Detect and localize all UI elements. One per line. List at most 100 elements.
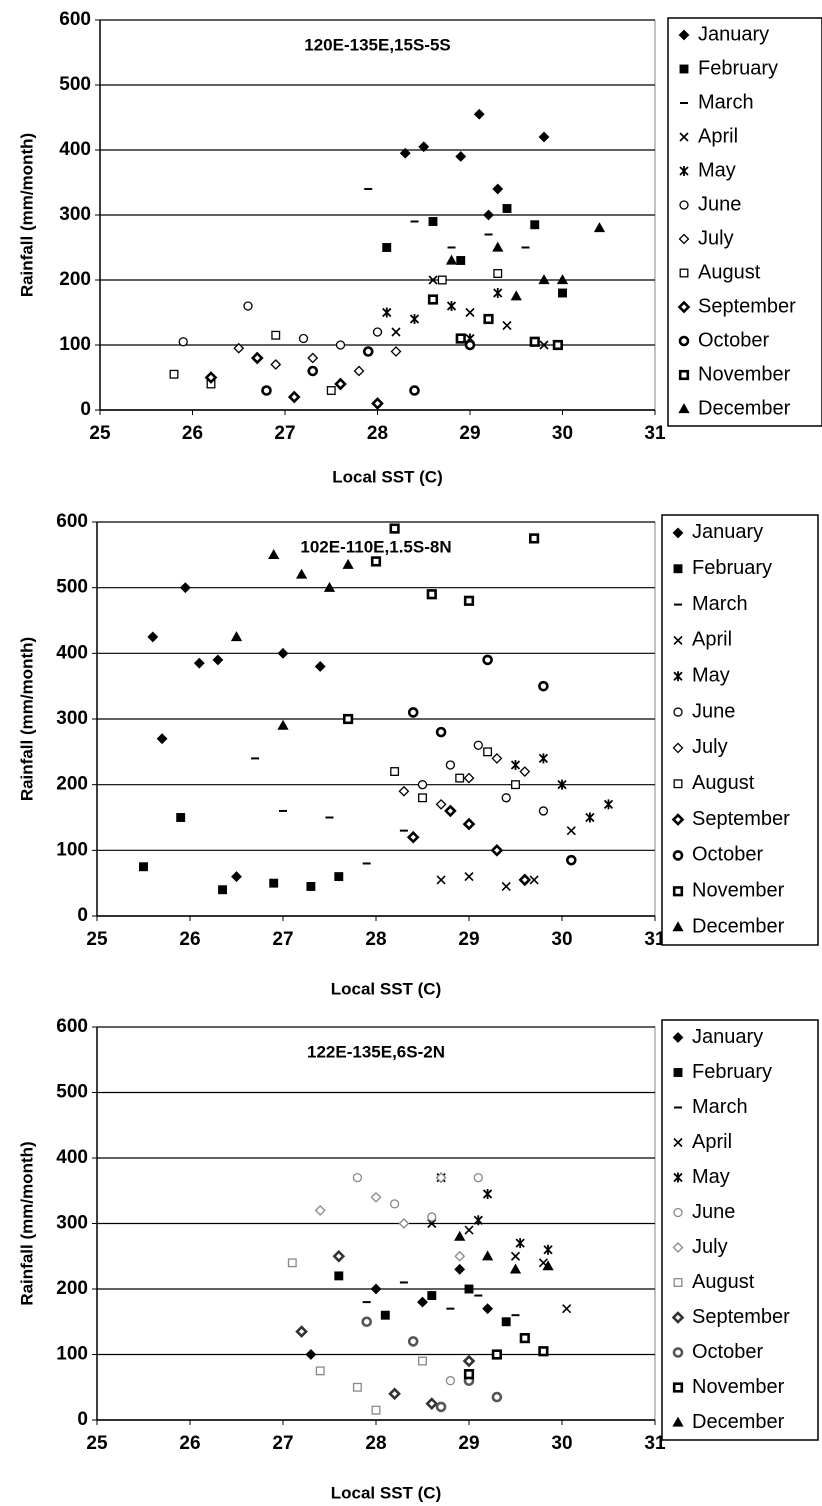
data-point xyxy=(370,1283,382,1295)
legend-marker xyxy=(672,1242,684,1253)
data-point xyxy=(391,327,401,337)
data-point xyxy=(390,346,402,357)
data-point xyxy=(483,209,494,221)
data-point xyxy=(593,222,606,233)
data-point xyxy=(552,339,563,351)
y-tick-label: 400 xyxy=(56,642,88,663)
y-tick-label: 100 xyxy=(56,839,88,860)
x-axis-label: Local SST (C) xyxy=(331,1483,442,1502)
data-point xyxy=(371,397,384,410)
y-tick-label: 300 xyxy=(56,1213,88,1234)
data-point xyxy=(538,753,549,764)
data-point xyxy=(445,254,458,265)
legend-marker xyxy=(678,369,690,381)
data-point xyxy=(380,1310,390,1320)
x-tick-label: 25 xyxy=(86,929,108,950)
data-point xyxy=(362,346,374,357)
data-point xyxy=(233,342,245,354)
data-point xyxy=(445,1376,456,1386)
x-tick-label: 31 xyxy=(644,1433,666,1454)
data-point xyxy=(176,813,186,822)
legend-marker xyxy=(673,1207,683,1218)
data-point xyxy=(409,314,420,324)
legend-box xyxy=(667,17,822,427)
data-point xyxy=(390,767,400,776)
data-point xyxy=(372,327,383,337)
data-point xyxy=(492,241,504,252)
data-point xyxy=(426,589,437,600)
y-tick-label: 500 xyxy=(56,1082,88,1103)
legend-label: September xyxy=(692,1306,790,1328)
data-point xyxy=(417,780,428,790)
data-point xyxy=(462,1354,476,1368)
data-point xyxy=(490,843,504,857)
data-point xyxy=(562,1304,572,1314)
legend-label: December xyxy=(692,1411,785,1433)
legend-label: May xyxy=(692,665,730,687)
legend-marker xyxy=(673,564,683,574)
data-point xyxy=(370,1191,382,1203)
chart-title: 122E-135E,6S-2N xyxy=(307,1042,445,1061)
legend-marker xyxy=(673,635,683,645)
legend-label: November xyxy=(698,363,791,385)
legend-label: September xyxy=(692,808,790,830)
legend-marker xyxy=(672,1382,684,1393)
legend-marker xyxy=(671,1311,685,1324)
data-point xyxy=(353,365,365,377)
data-point xyxy=(603,799,614,810)
data-point xyxy=(483,747,493,757)
legend-marker xyxy=(673,1172,683,1183)
legend-marker xyxy=(673,779,683,789)
data-point xyxy=(418,1356,427,1366)
data-point xyxy=(558,288,567,298)
data-point xyxy=(473,108,485,120)
x-tick-label: 29 xyxy=(458,1433,479,1454)
legend-marker xyxy=(679,64,689,74)
data-point xyxy=(269,878,279,888)
data-point xyxy=(270,359,282,370)
data-point xyxy=(323,581,336,592)
legend-label: January xyxy=(698,23,769,45)
data-point xyxy=(342,558,354,569)
legend-marker xyxy=(673,707,683,717)
data-point xyxy=(428,217,438,226)
data-point xyxy=(277,647,289,659)
data-point xyxy=(382,243,392,252)
data-point xyxy=(435,1172,447,1184)
data-point xyxy=(538,680,549,692)
legend-marker xyxy=(678,403,690,414)
data-point xyxy=(277,719,289,730)
legend-box xyxy=(661,514,819,946)
legend-marker xyxy=(672,742,684,754)
data-point xyxy=(370,556,382,567)
legend-marker xyxy=(678,233,690,245)
data-point xyxy=(519,1333,530,1344)
legend-label: July xyxy=(692,736,728,758)
x-axis-label: Local SST (C) xyxy=(331,979,442,998)
legend-label: June xyxy=(692,700,735,722)
data-point xyxy=(418,793,427,803)
data-point xyxy=(307,352,319,364)
data-point xyxy=(585,812,595,823)
data-point xyxy=(538,131,550,143)
chart-title: 120E-135E,15S-5S xyxy=(304,35,451,54)
legend-label: February xyxy=(692,557,772,579)
data-point xyxy=(230,631,243,642)
legend-label: May xyxy=(698,159,736,181)
data-point xyxy=(492,183,504,195)
data-point xyxy=(530,220,540,230)
legend-marker xyxy=(672,1347,684,1358)
data-point xyxy=(481,1250,494,1261)
data-point xyxy=(388,1387,401,1401)
data-point xyxy=(389,1199,400,1209)
legend-label: January xyxy=(692,521,763,543)
data-point xyxy=(261,385,272,396)
y-tick-label: 600 xyxy=(56,511,88,532)
x-tick-label: 27 xyxy=(272,929,293,950)
data-point xyxy=(538,806,549,816)
y-tick-label: 200 xyxy=(56,774,88,795)
data-point xyxy=(352,1382,362,1392)
x-tick-label: 27 xyxy=(272,1433,293,1454)
y-tick-label: 0 xyxy=(77,1409,88,1430)
y-tick-label: 300 xyxy=(59,204,91,225)
